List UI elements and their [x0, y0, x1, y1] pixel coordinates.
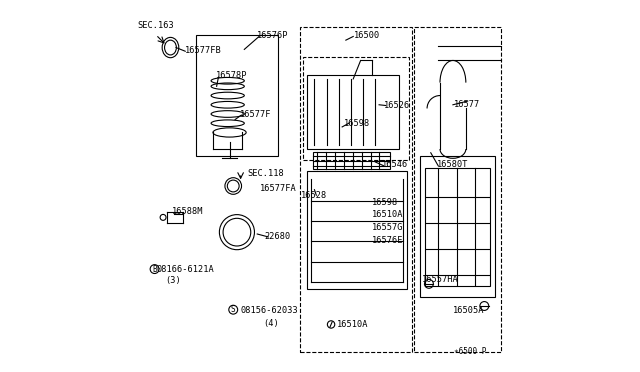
- Text: 16557G: 16557G: [372, 223, 403, 232]
- Text: 16577: 16577: [454, 100, 480, 109]
- Bar: [303, 57, 408, 160]
- Text: 16510A: 16510A: [372, 210, 403, 219]
- Bar: [425, 167, 490, 286]
- Bar: [312, 152, 390, 169]
- Text: S: S: [231, 305, 236, 314]
- Text: 22680: 22680: [264, 232, 290, 241]
- Text: 16510A: 16510A: [337, 320, 368, 329]
- Text: 08156-62033: 08156-62033: [241, 306, 298, 315]
- Text: 16578P: 16578P: [216, 71, 248, 80]
- Text: 16577F: 16577F: [240, 110, 271, 119]
- Bar: [300, 27, 412, 352]
- Bar: [414, 27, 501, 352]
- Text: B: B: [152, 264, 157, 273]
- Bar: [307, 75, 399, 149]
- Text: (4): (4): [263, 319, 278, 328]
- Bar: [420, 157, 495, 297]
- Text: 08166-6121A: 08166-6121A: [157, 264, 214, 273]
- Bar: [307, 171, 407, 289]
- Text: SEC.163: SEC.163: [137, 21, 174, 30]
- Text: 16598: 16598: [372, 198, 398, 207]
- Bar: [196, 35, 278, 157]
- Text: 16577FB: 16577FB: [185, 46, 222, 55]
- Text: 16528: 16528: [300, 191, 326, 200]
- Text: 16576E: 16576E: [372, 236, 403, 245]
- Text: 16588M: 16588M: [172, 206, 204, 216]
- Text: 16577FA: 16577FA: [260, 185, 297, 193]
- Text: ∗6500 P: ∗6500 P: [454, 347, 486, 356]
- Text: 16526: 16526: [383, 101, 410, 110]
- Text: 16557HA: 16557HA: [422, 275, 458, 283]
- Text: 16580T: 16580T: [437, 160, 469, 169]
- Text: 16598: 16598: [344, 119, 371, 128]
- Text: 16546: 16546: [382, 160, 408, 169]
- Text: SEC.118: SEC.118: [247, 169, 284, 177]
- Text: 16500: 16500: [354, 31, 380, 40]
- Text: 16576P: 16576P: [257, 31, 289, 40]
- Text: 16505A: 16505A: [453, 306, 484, 315]
- Text: (3): (3): [166, 276, 181, 285]
